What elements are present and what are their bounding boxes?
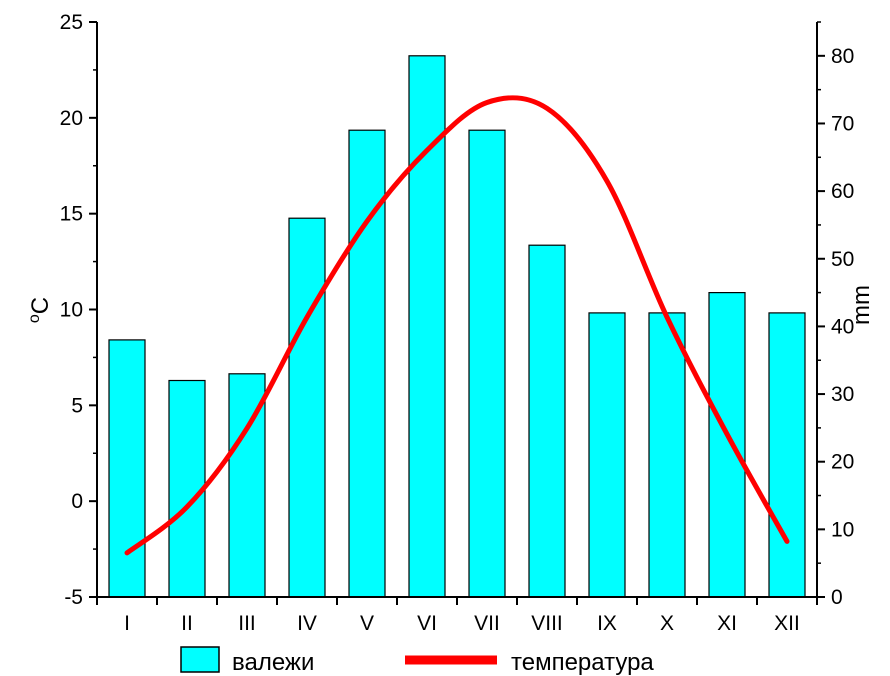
left-tick-label-3: 10 xyxy=(60,299,83,322)
bar-IX xyxy=(588,312,626,598)
right-tick-label-2: 20 xyxy=(831,451,854,474)
left-tick-label-2: 5 xyxy=(71,394,83,417)
right-tick-label-6: 60 xyxy=(831,180,854,203)
right-tick-label-8: 80 xyxy=(831,45,854,68)
legend: валежи температура xyxy=(180,646,654,676)
x-tick-label-III: III xyxy=(238,612,256,635)
legend-swatch-bar xyxy=(180,646,220,673)
bar-XI xyxy=(708,292,746,598)
bar-V xyxy=(348,129,386,598)
x-tick-label-IX: IX xyxy=(597,612,617,635)
left-axis-title-super: o xyxy=(26,314,43,323)
x-tick-label-VI: VI xyxy=(417,612,437,635)
x-tick-label-VIII: VIII xyxy=(531,612,563,635)
left-tick-label-4: 15 xyxy=(60,203,83,226)
bar-I xyxy=(108,339,146,598)
x-tick-label-X: X xyxy=(660,612,674,635)
temperature-line xyxy=(124,95,790,556)
bar-II xyxy=(168,379,206,598)
bar-XII xyxy=(768,312,806,598)
left-tick-label-5: 20 xyxy=(60,107,83,130)
x-tick-label-IV: IV xyxy=(297,612,317,635)
left-axis-title: oC xyxy=(26,297,54,323)
right-tick-label-7: 70 xyxy=(831,112,854,135)
x-tick-label-XII: XII xyxy=(774,612,800,635)
line-layer xyxy=(124,95,790,556)
bar-VIII xyxy=(528,244,566,598)
left-tick-label-0: -5 xyxy=(64,586,83,609)
left-tick-label-1: 0 xyxy=(71,490,83,513)
right-tick-label-0: 0 xyxy=(831,586,843,609)
right-tick-label-5: 50 xyxy=(831,248,854,271)
x-tick-label-XI: XI xyxy=(717,612,737,635)
left-tick-label-6: 25 xyxy=(60,11,83,34)
x-tick-label-VII: VII xyxy=(474,612,500,635)
x-tick-label-II: II xyxy=(181,612,193,635)
x-tick-label-I: I xyxy=(124,612,130,635)
bar-IV xyxy=(288,217,326,598)
bar-VI xyxy=(408,55,446,598)
bar-VII xyxy=(468,129,506,598)
right-tick-label-4: 40 xyxy=(831,315,854,338)
right-tick-label-1: 10 xyxy=(831,518,854,541)
x-tick-label-V: V xyxy=(360,612,374,635)
left-axis-title-base: C xyxy=(27,297,54,314)
legend-label-bar: валежи xyxy=(232,649,314,676)
bar-X xyxy=(648,312,686,598)
bars-layer xyxy=(108,55,806,598)
right-axis-title: mm xyxy=(848,285,875,325)
legend-label-line: температура xyxy=(511,649,654,676)
right-tick-label-3: 30 xyxy=(831,383,854,406)
